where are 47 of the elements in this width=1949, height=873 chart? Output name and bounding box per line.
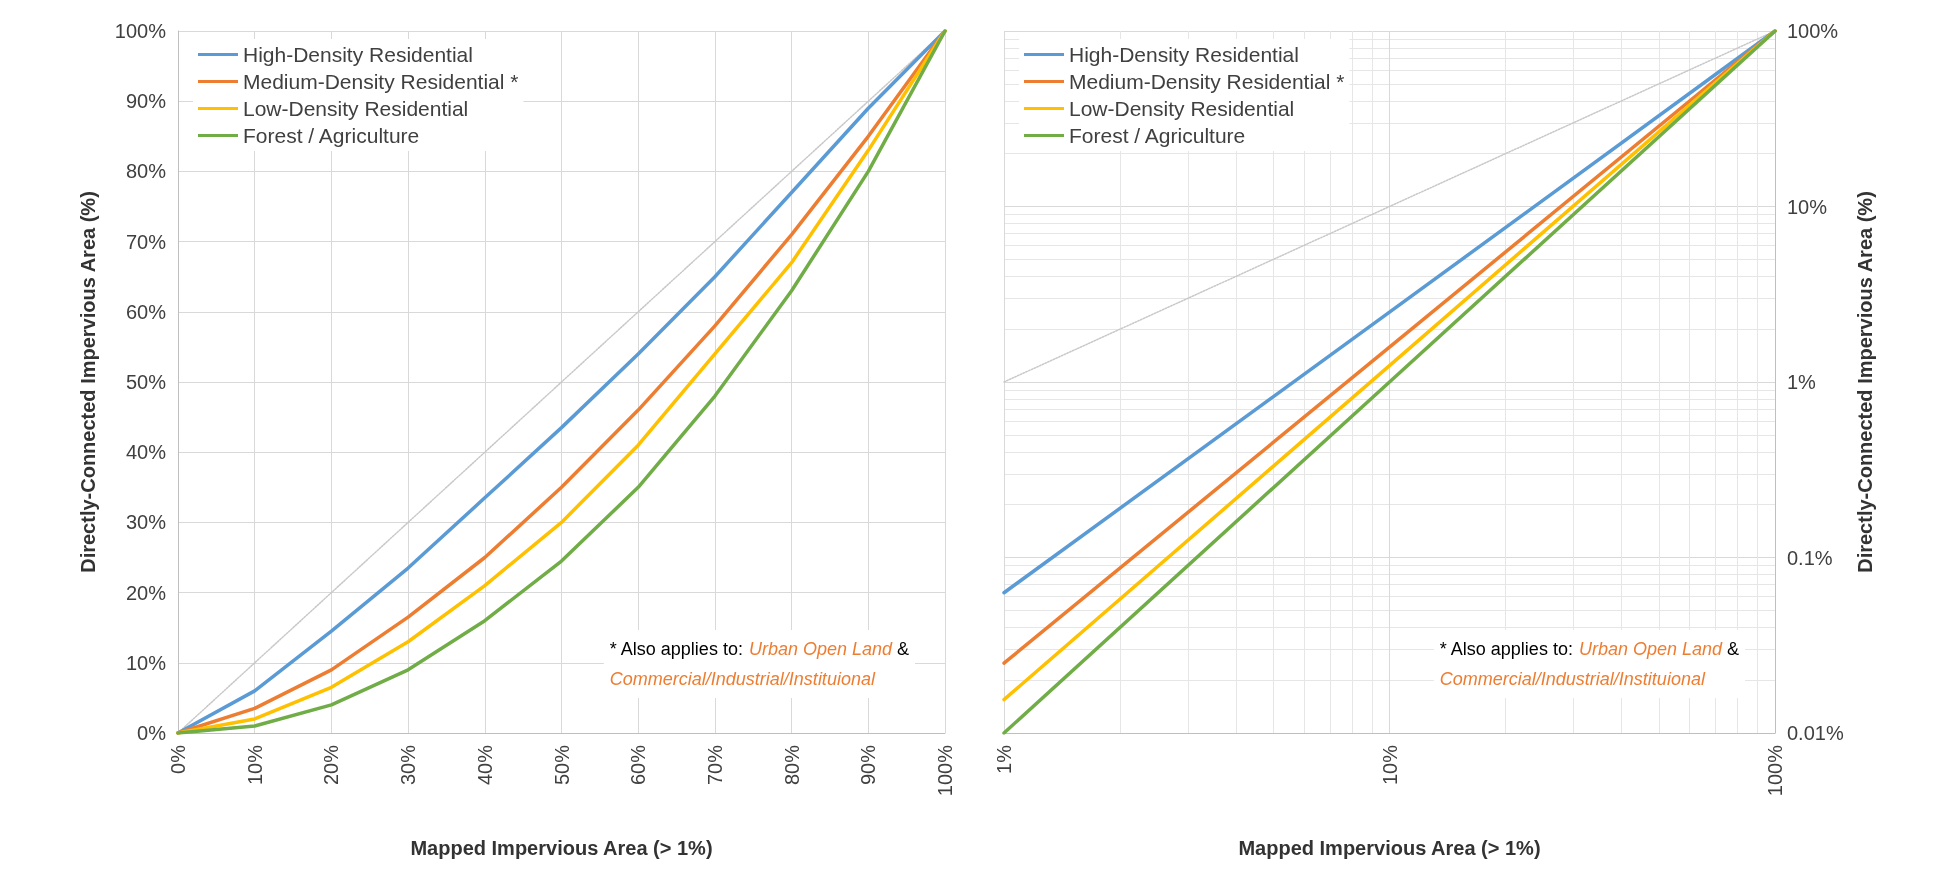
y-tick-label: 90%	[125, 90, 167, 113]
legend-label: High-Density Residential	[243, 43, 473, 66]
y-tick-label: 1%	[1787, 371, 1817, 393]
y-tick-label: 10%	[125, 651, 167, 674]
legend-label: Medium-Density Residential *	[243, 70, 519, 93]
y-tick-label: 80%	[125, 160, 167, 183]
x-tick-label: 10%	[243, 744, 266, 786]
x-tick-label: 0%	[167, 744, 189, 774]
y-axis-title: Directly-Connected Impervious Area (%)	[1854, 191, 1876, 573]
y-tick-label: 50%	[125, 371, 167, 393]
y-tick-label: 0%	[137, 722, 167, 744]
y-tick-label: 60%	[125, 300, 167, 323]
y-tick-label: 30%	[125, 511, 167, 534]
y-tick-label: 0.01%	[1787, 722, 1844, 744]
y-tick-label: 40%	[125, 441, 167, 464]
x-tick-label: 100%	[934, 744, 956, 797]
y-axis-title: Directly-Connected Impervious Area (%)	[77, 191, 99, 573]
annotation: Urban Open Land	[1578, 639, 1723, 659]
y-tick-label: 100%	[1787, 20, 1839, 42]
annotation: * Also applies to:	[609, 639, 748, 659]
x-tick-label: 60%	[627, 744, 650, 786]
legend-label: Medium-Density Residential *	[1069, 70, 1345, 93]
y-tick-label: 20%	[125, 581, 167, 604]
x-tick-label: 10%	[1378, 744, 1401, 786]
legend-label: High-Density Residential	[1069, 43, 1299, 66]
legend-label: Forest / Agriculture	[243, 124, 420, 147]
x-axis-title: Mapped Impervious Area (> 1%)	[410, 837, 713, 859]
annotation: * Also applies to:	[1439, 639, 1578, 659]
y-tick-label: 100%	[114, 20, 167, 42]
legend-label: Low-Density Residential	[243, 97, 469, 120]
x-tick-label: 80%	[780, 744, 803, 786]
x-tick-label: 70%	[703, 744, 726, 786]
legend-label: Forest / Agriculture	[1069, 124, 1246, 147]
y-tick-label: 70%	[125, 230, 167, 253]
annotation: Commercial/Industrial/Instituional	[1439, 669, 1706, 689]
annotation: Commercial/Industrial/Instituional	[609, 669, 876, 689]
y-tick-label: 10%	[1787, 195, 1828, 218]
x-axis-title: Mapped Impervious Area (> 1%)	[1238, 837, 1541, 859]
x-tick-label: 90%	[857, 744, 880, 786]
x-tick-label: 1%	[993, 744, 1015, 774]
x-tick-label: 40%	[473, 744, 496, 786]
x-tick-label: 30%	[397, 744, 420, 786]
annotation: Urban Open Land	[748, 639, 893, 659]
x-tick-label: 50%	[550, 744, 573, 786]
x-tick-label: 20%	[320, 744, 343, 786]
y-tick-label: 0.1%	[1787, 546, 1833, 569]
legend-label: Low-Density Residential	[1069, 97, 1295, 120]
